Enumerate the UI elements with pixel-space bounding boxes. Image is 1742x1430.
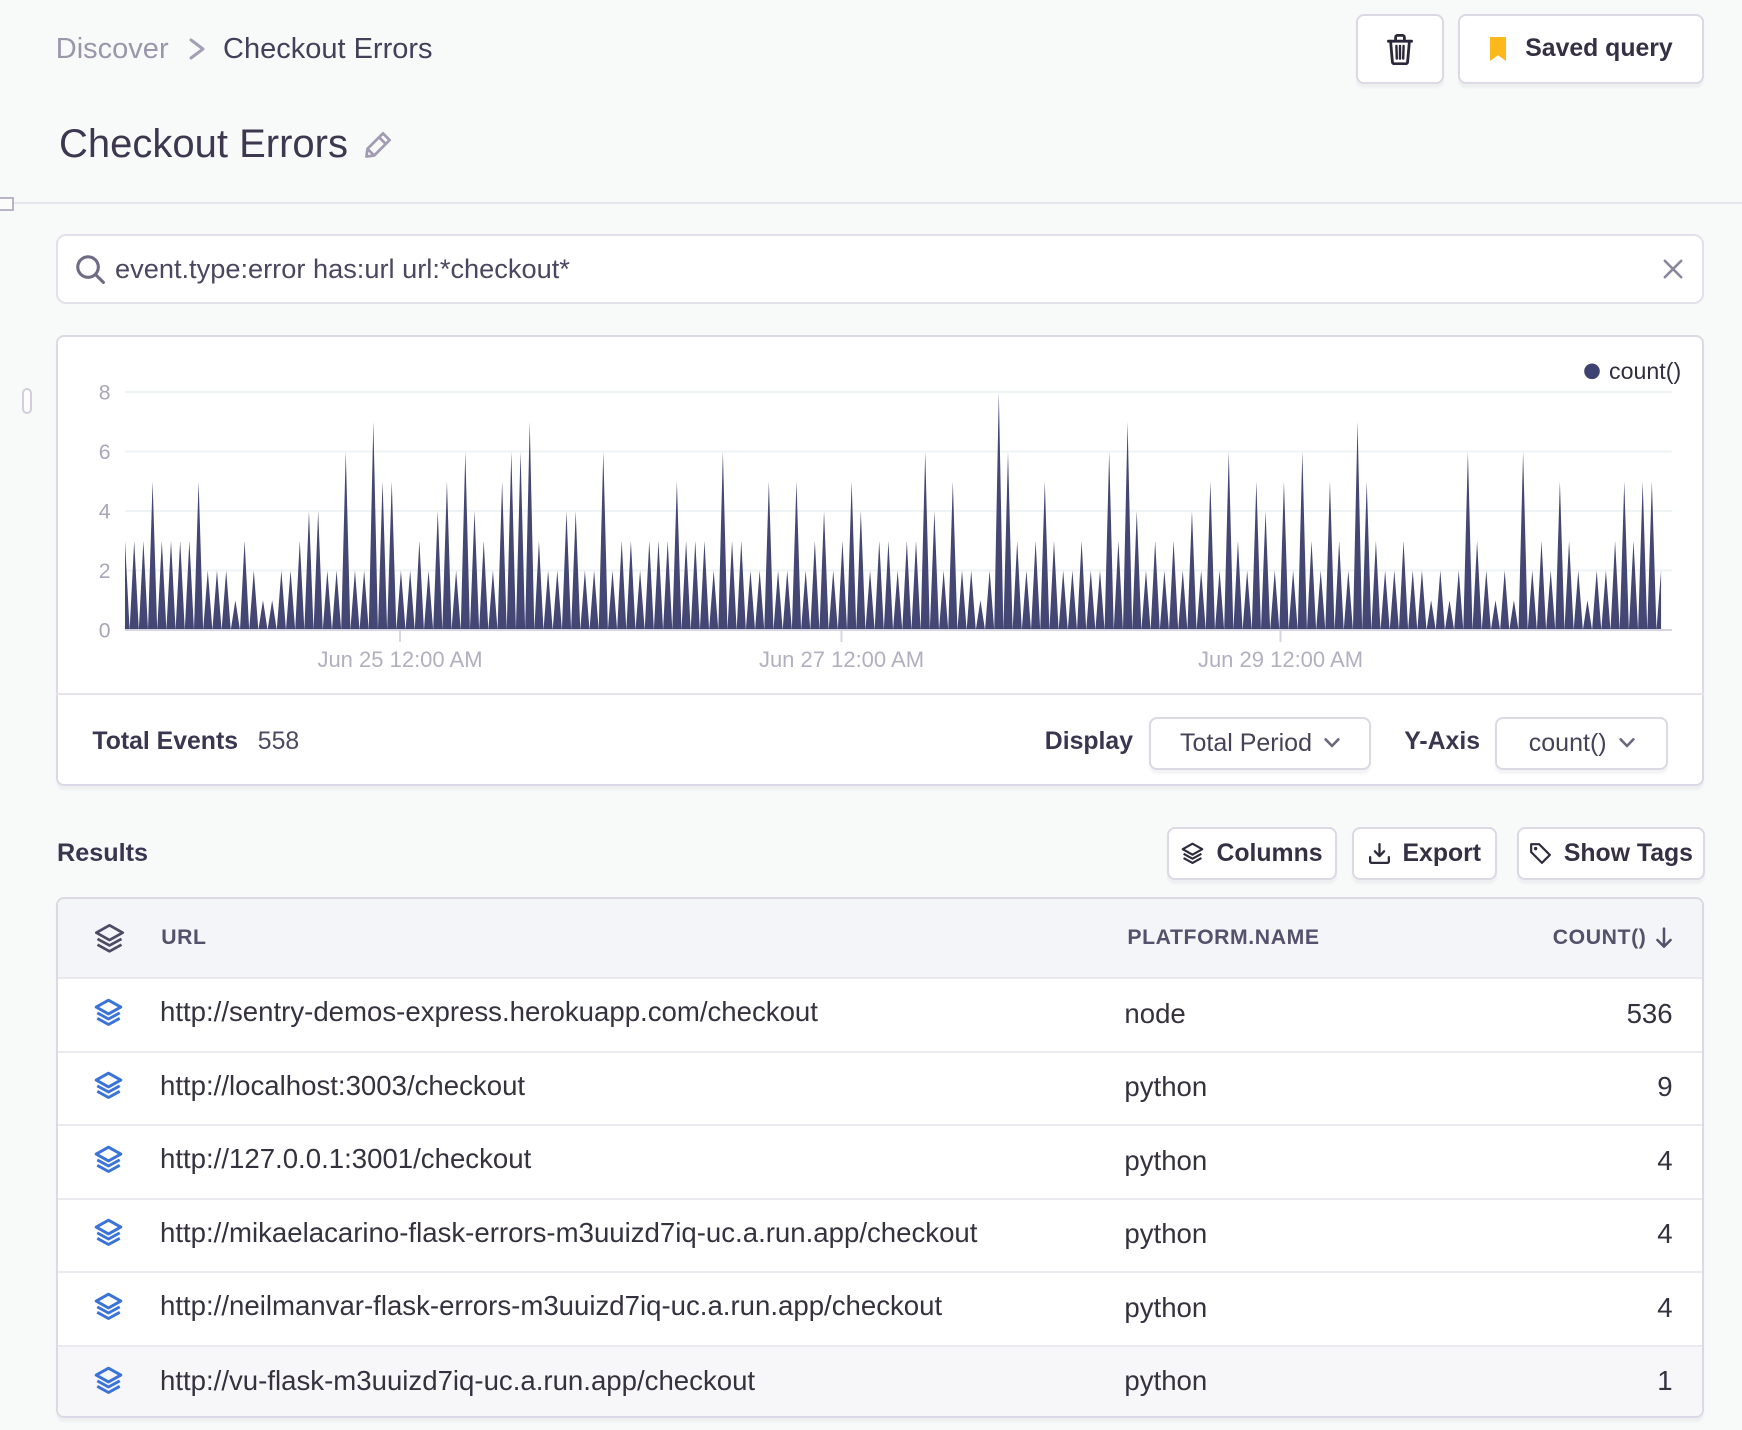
svg-text:0: 0 xyxy=(99,619,111,642)
svg-text:Jun 25 12:00 AM: Jun 25 12:00 AM xyxy=(317,647,482,672)
svg-text:Jun 29 12:00 AM: Jun 29 12:00 AM xyxy=(1198,647,1363,672)
svg-text:2: 2 xyxy=(99,560,111,583)
svg-text:count(): count() xyxy=(1609,358,1681,384)
svg-text:Jun 27 12:00 AM: Jun 27 12:00 AM xyxy=(759,647,924,672)
svg-text:6: 6 xyxy=(99,441,111,464)
svg-text:8: 8 xyxy=(99,381,111,404)
svg-text:4: 4 xyxy=(99,500,111,523)
